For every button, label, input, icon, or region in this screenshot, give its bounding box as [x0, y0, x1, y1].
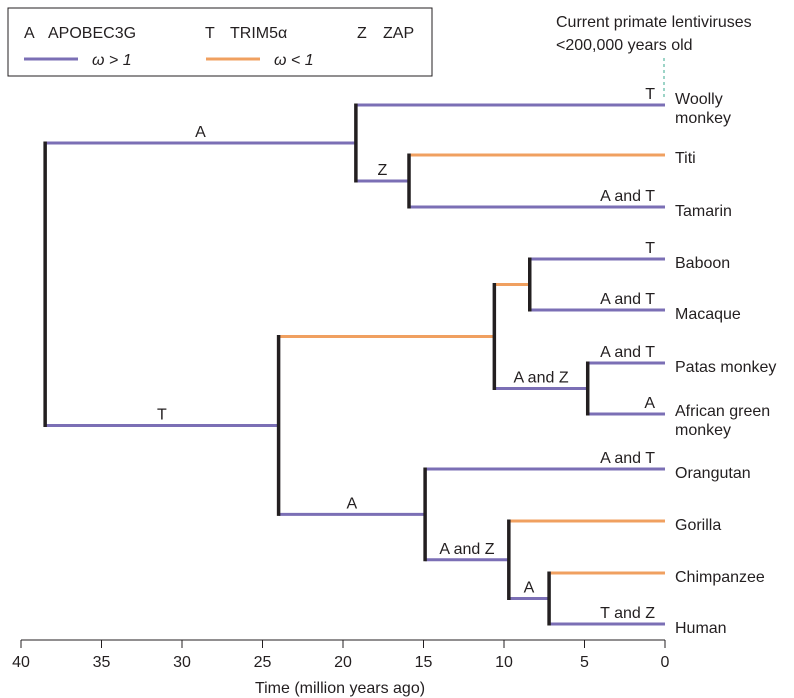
branch-label-papionini-baboon: T — [645, 240, 655, 257]
branch-label-hominini-human: T and Z — [600, 605, 655, 622]
legend-name-zap: ZAP — [383, 25, 414, 42]
branch-label-homininae-hominini: A — [524, 580, 535, 597]
legend-label-omega-lt-1: ω < 1 — [274, 52, 314, 69]
legend-label-omega-gt-1: ω > 1 — [92, 52, 132, 69]
legend-code-a: A — [24, 25, 35, 42]
branch-label-root-nwm: A — [195, 124, 206, 141]
taxon-label-patas: Patas monkey — [675, 359, 776, 376]
legend: A APOBEC3G T TRIM5α Z ZAP ω > 1 ω < 1 — [7, 7, 433, 77]
branch-label-hominidae-orangutan: A and T — [600, 450, 655, 467]
annotation-line-1: Current primate lentiviruses — [556, 14, 752, 31]
axis-ticks: 40 35 30 25 20 15 10 5 0 — [12, 640, 670, 671]
axis-tick-label-35: 35 — [93, 654, 111, 671]
branch-label-owm-patas_agm: A and Z — [513, 370, 568, 387]
branch-label-catarrhini-hominidae: A — [347, 495, 358, 512]
taxon-label-agm: African green monkey — [675, 403, 770, 439]
axis-tick-label-0: 0 — [661, 654, 670, 671]
time-axis: 40 35 30 25 20 15 10 5 0 Time (million years ago… — [12, 639, 670, 697]
axis-tick-label-15: 15 — [415, 654, 433, 671]
axis-title: Time (million years ago) — [255, 680, 425, 697]
taxon-label-macaque: Macaque — [675, 306, 741, 323]
branch-label-root-catarrhini: T — [157, 406, 167, 423]
axis-tick-label-25: 25 — [254, 654, 272, 671]
branch-label-nwm-titi_tamarin: Z — [378, 162, 388, 179]
branch-label-titi_tamarin-tamarin: A and T — [600, 188, 655, 205]
annotation-line-2: <200,000 years old — [556, 37, 693, 54]
legend-name-apobec3g: APOBEC3G — [48, 25, 136, 42]
branch-label-papionini-macaque: A and T — [600, 291, 655, 308]
taxon-label-human: Human — [675, 620, 727, 637]
axis-tick-label-20: 20 — [334, 654, 352, 671]
branch-label-hominidae-homininae: A and Z — [439, 541, 494, 558]
legend-name-trim5a: TRIM5α — [230, 25, 287, 42]
taxon-label-tamarin: Tamarin — [675, 203, 732, 220]
axis-tick-label-5: 5 — [580, 654, 589, 671]
taxon-labels: Woolly monkey Titi Tamarin Baboon Macaque Pata… — [675, 91, 776, 637]
taxon-label-baboon: Baboon — [675, 255, 730, 272]
taxon-label-orangutan: Orangutan — [675, 465, 751, 482]
branch-label-patas_agm-agm: A — [644, 395, 655, 412]
branch-label-patas_agm-patas: A and T — [600, 344, 655, 361]
branches — [43, 103, 665, 626]
legend-code-z: Z — [357, 25, 367, 42]
branch-labels: A T T Z A and T A A and Z T A and T A and T A A and… — [157, 86, 655, 622]
legend-code-t: T — [205, 25, 215, 42]
axis-tick-label-30: 30 — [173, 654, 191, 671]
legend-box — [7, 7, 433, 77]
branch-label-nwm-woolly: T — [645, 86, 655, 103]
axis-tick-label-40: 40 — [12, 654, 30, 671]
taxon-label-woolly: Woolly monkey — [675, 91, 731, 127]
taxon-label-chimp: Chimpanzee — [675, 569, 765, 586]
taxon-label-gorilla: Gorilla — [675, 517, 721, 534]
taxon-label-titi: Titi — [675, 150, 696, 167]
axis-tick-label-10: 10 — [495, 654, 513, 671]
